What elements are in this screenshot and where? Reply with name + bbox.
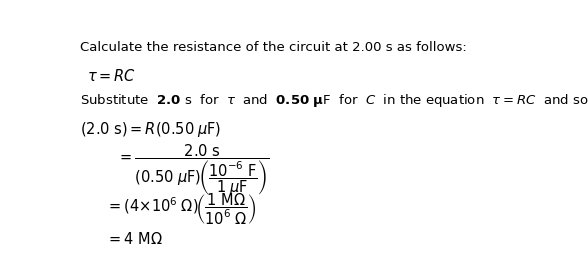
Text: Calculate the resistance of the circuit at 2.00 s as follows:: Calculate the resistance of the circuit … <box>81 41 467 54</box>
Text: $= \dfrac{2.0\text{ s}}{(0.50\;\mu\text{F})\!\left(\dfrac{10^{-6}\text{ F}}{1\;\: $= \dfrac{2.0\text{ s}}{(0.50\;\mu\text{… <box>117 142 269 198</box>
Text: Substitute  $\mathbf{2.0}$ s  for  $\tau$  and  $\mathbf{0.50}$ $\mathbf{\mu}$F : Substitute $\mathbf{2.0}$ s for $\tau$ a… <box>81 92 588 109</box>
Text: $\tau = RC$: $\tau = RC$ <box>87 68 136 84</box>
Text: $= \left(4{\times}10^{6}\;\Omega\right)\!\left(\dfrac{1\text{ M}\Omega}{10^{6}\;: $= \left(4{\times}10^{6}\;\Omega\right)\… <box>106 192 256 227</box>
Text: $= 4\text{ M}\Omega$: $= 4\text{ M}\Omega$ <box>106 231 163 247</box>
Text: $\left(2.0\text{ s}\right) = R\left(0.50\;\mu\text{F}\right)$: $\left(2.0\text{ s}\right) = R\left(0.50… <box>81 121 222 139</box>
